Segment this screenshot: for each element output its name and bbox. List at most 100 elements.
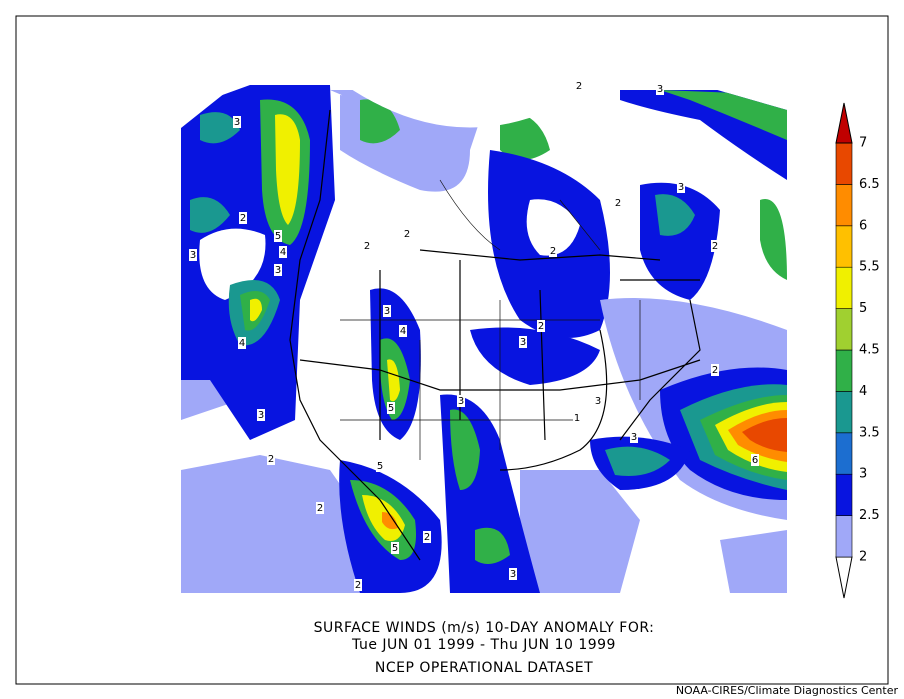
contour-label: 3 [631,432,637,443]
caption-line: NCEP OPERATIONAL DATASET [375,660,593,676]
contour-label: 3 [384,306,390,317]
label-box [383,305,391,317]
colorbar-tick-label: 2 [859,550,867,565]
colorbar-tick-label: 6 [859,218,867,233]
colorbar-segment [835,225,853,268]
colorbar: 2 2.5 3 3.5 4 4.5 5 5.5 6 6.5 7 [835,102,880,599]
frame [15,15,889,685]
colorbar-segment [835,308,853,351]
label-box [509,568,517,580]
contour-label: 2 [355,580,361,591]
map [181,85,787,593]
contour-label: 2 [615,198,621,209]
colorbar-tick-label: 5.5 [859,260,880,275]
contour-label: 3 [595,396,601,407]
label-box [711,364,719,376]
colorbar-segment [835,391,853,434]
label-box [354,579,362,591]
contour-label: 1 [574,413,580,424]
contour-label: 3 [190,250,196,261]
contour-label: 2 [576,81,582,92]
label-box [630,431,638,443]
contour-label: 3 [678,182,684,193]
contour-label: 3 [458,396,464,407]
label-box [711,240,719,252]
colorbar-segment [835,515,853,558]
contour-label: 5 [392,543,398,554]
contour-label: 5 [388,403,394,414]
label-box [233,116,241,128]
label-box [656,83,664,95]
contour-label: 2 [550,246,556,257]
contour-label: 2 [317,503,323,514]
contour-label: 5 [377,461,383,472]
label-box [376,460,384,472]
colorbar-segment [835,142,853,185]
colorbar-segment [835,349,853,392]
label-box [238,337,246,349]
contour-label: 3 [275,265,281,276]
colorbar-tick-label: 4.5 [859,343,880,358]
label-box [391,542,399,554]
contour-label: 5 [275,231,281,242]
label-box [519,336,527,348]
contour-label: 2 [240,213,246,224]
contour-label: 2 [268,454,274,465]
colorbar-below [835,556,853,599]
contour-label: 4 [400,326,406,337]
contour-label: 2 [364,241,370,252]
label-box [267,453,275,465]
contour-label: 2 [712,365,718,376]
colorbar-tick-label: 7 [859,136,867,151]
contour-label: 6 [752,455,758,466]
contour-label: 3 [258,410,264,421]
colorbar-tick-label: 2.5 [859,508,880,523]
contour-label: 3 [657,84,663,95]
colorbar-segment [835,184,853,227]
label-box [614,197,622,209]
label-box [274,264,282,276]
label-box [457,395,465,407]
label-box [677,181,685,193]
label-box [239,212,247,224]
label-box [399,325,407,337]
contour-label: 3 [234,117,240,128]
credit: NOAA-CIRES/Climate Diagnostics Center [676,684,899,697]
colorbar-segment [835,473,853,516]
contour-label: 3 [520,337,526,348]
contour-label: 2 [538,321,544,332]
label-box [751,454,759,466]
contour-label: 2 [424,532,430,543]
label-box [274,230,282,242]
colorbar-above [835,102,853,144]
label-box [257,409,265,421]
label-box [575,80,583,92]
label-box [537,320,545,332]
caption-line: SURFACE WINDS (m/s) 10-DAY ANOMALY FOR: [314,620,655,636]
colorbar-segment [835,266,853,309]
colorbar-tick-label: 5 [859,301,867,316]
contour-label: 2 [404,229,410,240]
colorbar-tick-label: 4 [859,384,867,399]
colorbar-segment [835,432,853,475]
colorbar-tick-label: 6.5 [859,177,880,192]
label-box [279,246,287,258]
colorbar-tick-label: 3 [859,467,867,482]
caption-line: Tue JUN 01 1999 - Thu JUN 10 1999 [351,637,616,653]
label-box [549,245,557,257]
label-box [573,412,581,424]
label-box [403,228,411,240]
colorbar-tick-label: 3.5 [859,425,880,440]
label-box [594,395,602,407]
contour-label: 3 [510,569,516,580]
label-box [189,249,197,261]
label-box [363,240,371,252]
label-box [387,402,395,414]
contour-label: 4 [280,247,286,258]
contour-label: 2 [712,241,718,252]
label-box [423,531,431,543]
contour-label: 4 [239,338,245,349]
label-box [316,502,324,514]
